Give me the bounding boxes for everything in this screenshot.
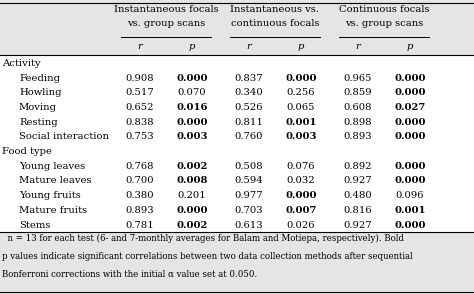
Text: Stems: Stems	[19, 220, 50, 230]
Text: 0.811: 0.811	[235, 118, 263, 127]
Text: Moving: Moving	[19, 103, 57, 112]
Text: 0.594: 0.594	[235, 176, 263, 186]
Text: 0.065: 0.065	[287, 103, 315, 112]
Text: 0.000: 0.000	[176, 206, 208, 215]
Text: 0.096: 0.096	[396, 191, 424, 200]
Text: 0.965: 0.965	[344, 74, 372, 83]
Text: 0.380: 0.380	[126, 191, 154, 200]
Text: continuous focals: continuous focals	[231, 19, 319, 28]
Text: 0.927: 0.927	[344, 176, 372, 186]
Text: 0.908: 0.908	[126, 74, 154, 83]
Bar	[0, 55, 474, 232]
Text: 0.838: 0.838	[126, 118, 154, 127]
Text: 0.000: 0.000	[394, 118, 426, 127]
Text: Instantaneous focals: Instantaneous focals	[114, 5, 218, 14]
Text: p: p	[407, 42, 413, 51]
Text: 0.000: 0.000	[394, 176, 426, 186]
Text: 0.781: 0.781	[126, 220, 154, 230]
Text: 0.007: 0.007	[285, 206, 317, 215]
Text: 0.340: 0.340	[235, 88, 263, 97]
Text: 0.001: 0.001	[285, 118, 317, 127]
Text: 0.002: 0.002	[176, 220, 208, 230]
Text: Continuous focals: Continuous focals	[339, 5, 429, 14]
Text: 0.201: 0.201	[178, 191, 206, 200]
Text: 0.526: 0.526	[235, 103, 263, 112]
Text: Bonferroni corrections with the initial α value set at 0.050.: Bonferroni corrections with the initial …	[2, 270, 258, 279]
Bar	[0, 3, 474, 55]
Text: 0.000: 0.000	[394, 132, 426, 141]
Text: 0.000: 0.000	[285, 74, 317, 83]
Text: 0.859: 0.859	[344, 88, 372, 97]
Text: 0.517: 0.517	[126, 88, 154, 97]
Text: 0.027: 0.027	[394, 103, 426, 112]
Text: 0.613: 0.613	[235, 220, 263, 230]
Text: 0.977: 0.977	[235, 191, 263, 200]
Text: 0.000: 0.000	[176, 74, 208, 83]
Text: 0.927: 0.927	[344, 220, 372, 230]
Text: 0.753: 0.753	[126, 132, 154, 141]
Text: 0.893: 0.893	[344, 132, 372, 141]
Bar	[0, 232, 474, 292]
Text: Activity: Activity	[2, 59, 41, 68]
Text: 0.008: 0.008	[176, 176, 208, 186]
Text: 0.070: 0.070	[178, 88, 206, 97]
Text: 0.480: 0.480	[344, 191, 372, 200]
Text: 0.076: 0.076	[287, 162, 315, 171]
Text: 0.608: 0.608	[344, 103, 372, 112]
Text: r: r	[356, 42, 360, 51]
Text: Mature leaves: Mature leaves	[19, 176, 91, 186]
Text: 0.816: 0.816	[344, 206, 372, 215]
Text: r: r	[137, 42, 142, 51]
Text: Social interaction: Social interaction	[19, 132, 109, 141]
Text: 0.001: 0.001	[394, 206, 426, 215]
Text: vs. group scans: vs. group scans	[345, 19, 423, 28]
Text: 0.893: 0.893	[126, 206, 154, 215]
Text: Howling: Howling	[19, 88, 62, 97]
Text: 0.508: 0.508	[235, 162, 263, 171]
Text: 0.837: 0.837	[235, 74, 263, 83]
Text: 0.000: 0.000	[394, 162, 426, 171]
Text: 0.003: 0.003	[285, 132, 317, 141]
Text: p values indicate significant correlations between two data collection methods a: p values indicate significant correlatio…	[2, 252, 413, 261]
Text: 0.898: 0.898	[344, 118, 372, 127]
Text: 0.760: 0.760	[235, 132, 263, 141]
Text: 0.000: 0.000	[394, 74, 426, 83]
Text: 0.652: 0.652	[126, 103, 154, 112]
Text: 0.700: 0.700	[126, 176, 154, 186]
Text: Young leaves: Young leaves	[19, 162, 85, 171]
Text: vs. group scans: vs. group scans	[127, 19, 205, 28]
Text: 0.000: 0.000	[176, 118, 208, 127]
Text: 0.768: 0.768	[126, 162, 154, 171]
Text: n = 13 for each test (6- and 7-monthly averages for Balam and Motiepa, respectiv: n = 13 for each test (6- and 7-monthly a…	[2, 234, 404, 243]
Text: Mature fruits: Mature fruits	[19, 206, 87, 215]
Text: 0.000: 0.000	[285, 191, 317, 200]
Text: Young fruits: Young fruits	[19, 191, 81, 200]
Text: Instantaneous vs.: Instantaneous vs.	[230, 5, 319, 14]
Text: Food type: Food type	[2, 147, 52, 156]
Text: r: r	[246, 42, 251, 51]
Text: 0.000: 0.000	[394, 220, 426, 230]
Text: 0.892: 0.892	[344, 162, 372, 171]
Text: 0.256: 0.256	[287, 88, 315, 97]
Text: 0.016: 0.016	[176, 103, 208, 112]
Text: 0.000: 0.000	[394, 88, 426, 97]
Text: Feeding: Feeding	[19, 74, 60, 83]
Text: Resting: Resting	[19, 118, 57, 127]
Text: p: p	[189, 42, 195, 51]
Text: 0.002: 0.002	[176, 162, 208, 171]
Text: 0.026: 0.026	[287, 220, 315, 230]
Text: 0.032: 0.032	[287, 176, 315, 186]
Text: 0.703: 0.703	[235, 206, 263, 215]
Text: 0.003: 0.003	[176, 132, 208, 141]
Text: p: p	[298, 42, 304, 51]
